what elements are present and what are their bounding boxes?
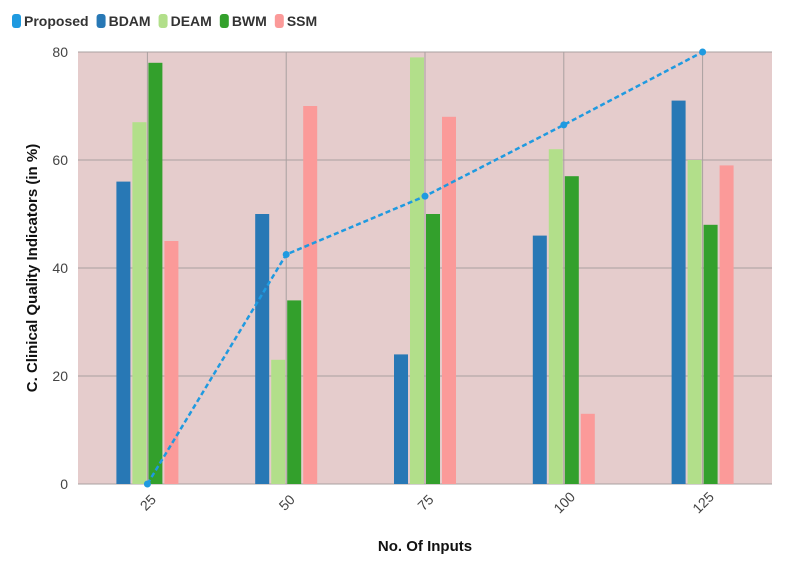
legend-label: SSM xyxy=(287,13,317,29)
bar-deam-100 xyxy=(548,149,563,484)
bar-bwm-75 xyxy=(426,214,440,484)
proposed-line xyxy=(143,48,707,488)
y-tick-label: 80 xyxy=(52,44,68,60)
legend-item-deam: DEAM xyxy=(158,13,212,29)
x-tick-label: 100 xyxy=(550,488,578,516)
bar-bdam-25 xyxy=(116,181,131,484)
legend-label: DEAM xyxy=(171,13,212,29)
point-proposed-100 xyxy=(560,121,568,129)
bar-ssm-75 xyxy=(442,116,456,485)
x-tick-label: 25 xyxy=(137,491,159,513)
bars xyxy=(116,57,734,485)
legend-swatch xyxy=(274,14,284,28)
y-tick-label: 20 xyxy=(52,368,68,384)
bar-bwm-125 xyxy=(703,224,718,485)
legend-swatch xyxy=(158,14,168,28)
x-axis-title: No. Of Inputs xyxy=(378,538,472,555)
point-proposed-25 xyxy=(143,480,151,488)
bar-ssm-100 xyxy=(580,413,595,484)
x-tick-label: 125 xyxy=(689,488,717,516)
bar-deam-50 xyxy=(271,359,286,484)
y-tick-label: 0 xyxy=(60,476,68,492)
bar-bdam-75 xyxy=(394,354,408,484)
x-tick-label: 50 xyxy=(275,491,297,513)
bar-deam-25 xyxy=(132,122,147,484)
legend-swatch xyxy=(12,14,21,28)
legend-swatch xyxy=(219,14,229,28)
y-tick-label: 40 xyxy=(52,260,68,276)
bar-bdam-100 xyxy=(532,235,547,484)
bar-deam-125 xyxy=(687,160,702,484)
bar-bdam-125 xyxy=(671,100,686,484)
legend-item-ssm: SSM xyxy=(274,13,317,29)
bar-bwm-100 xyxy=(564,176,579,484)
x-tick-label: 75 xyxy=(414,491,436,513)
y-axis-title: C. Clinical Quality Indicators (in %) xyxy=(24,144,41,392)
point-proposed-50 xyxy=(282,251,290,258)
x-axis: 25 50 75 100 125 xyxy=(137,488,717,516)
bar-bdam-50 xyxy=(255,214,270,484)
legend-item-proposed: Proposed xyxy=(12,13,89,29)
legend: Proposed BDAM DEAM BWM SSM xyxy=(12,13,317,29)
legend-item-bwm: BWM xyxy=(219,13,267,29)
bar-ssm-125 xyxy=(719,165,734,484)
legend-label: BWM xyxy=(232,13,267,29)
bar-bwm-50 xyxy=(287,300,302,484)
bar-ssm-25 xyxy=(164,241,179,484)
legend-swatch xyxy=(96,14,106,28)
y-axis: 0 20 40 60 80 xyxy=(52,44,68,492)
point-proposed-125 xyxy=(699,48,707,56)
legend-label: BDAM xyxy=(109,13,151,29)
y-tick-label: 60 xyxy=(52,152,68,168)
legend-item-bdam: BDAM xyxy=(96,13,151,29)
point-proposed-75 xyxy=(421,192,429,200)
legend-label: Proposed xyxy=(24,13,89,29)
bar-deam-75 xyxy=(410,57,424,485)
bar-bwm-25 xyxy=(148,62,163,485)
bar-ssm-50 xyxy=(303,106,318,484)
